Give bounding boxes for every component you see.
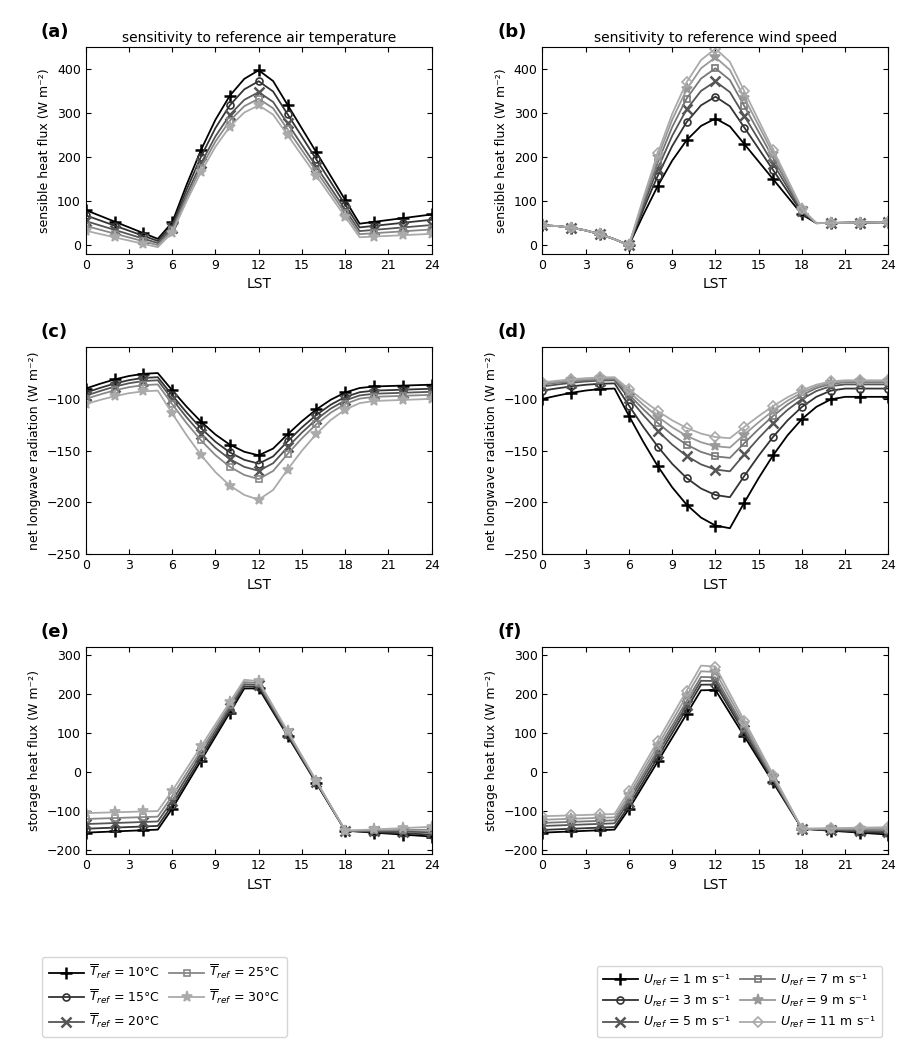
X-axis label: LST: LST bbox=[703, 577, 728, 591]
Title: sensitivity to reference wind speed: sensitivity to reference wind speed bbox=[594, 30, 837, 45]
Title: sensitivity to reference air temperature: sensitivity to reference air temperature bbox=[122, 30, 396, 45]
X-axis label: LST: LST bbox=[246, 577, 272, 591]
Y-axis label: sensible heat flux (W m⁻²): sensible heat flux (W m⁻²) bbox=[495, 68, 508, 233]
Y-axis label: net longwave radiation (W m⁻²): net longwave radiation (W m⁻²) bbox=[484, 351, 498, 550]
X-axis label: LST: LST bbox=[246, 877, 272, 892]
X-axis label: LST: LST bbox=[703, 877, 728, 892]
Legend: $U_{ref}$ = 1 m s⁻¹, $U_{ref}$ = 3 m s⁻¹, $U_{ref}$ = 5 m s⁻¹, $U_{ref}$ = 7 m s: $U_{ref}$ = 1 m s⁻¹, $U_{ref}$ = 3 m s⁻¹… bbox=[597, 966, 882, 1036]
Y-axis label: net longwave radiation (W m⁻²): net longwave radiation (W m⁻²) bbox=[28, 351, 41, 550]
X-axis label: LST: LST bbox=[246, 278, 272, 291]
Y-axis label: sensible heat flux (W m⁻²): sensible heat flux (W m⁻²) bbox=[39, 68, 51, 233]
Text: (b): (b) bbox=[498, 23, 527, 41]
Text: (a): (a) bbox=[41, 23, 69, 41]
Text: (c): (c) bbox=[41, 323, 68, 341]
Text: (f): (f) bbox=[498, 623, 522, 641]
X-axis label: LST: LST bbox=[703, 278, 728, 291]
Legend: $\overline{T}_{ref}$ = 10°C, $\overline{T}_{ref}$ = 15°C, $\overline{T}_{ref}$ =: $\overline{T}_{ref}$ = 10°C, $\overline{… bbox=[42, 957, 287, 1036]
Y-axis label: storage heat flux (W m⁻²): storage heat flux (W m⁻²) bbox=[28, 670, 41, 831]
Y-axis label: storage heat flux (W m⁻²): storage heat flux (W m⁻²) bbox=[484, 670, 498, 831]
Text: (e): (e) bbox=[41, 623, 69, 641]
Text: (d): (d) bbox=[498, 323, 527, 341]
